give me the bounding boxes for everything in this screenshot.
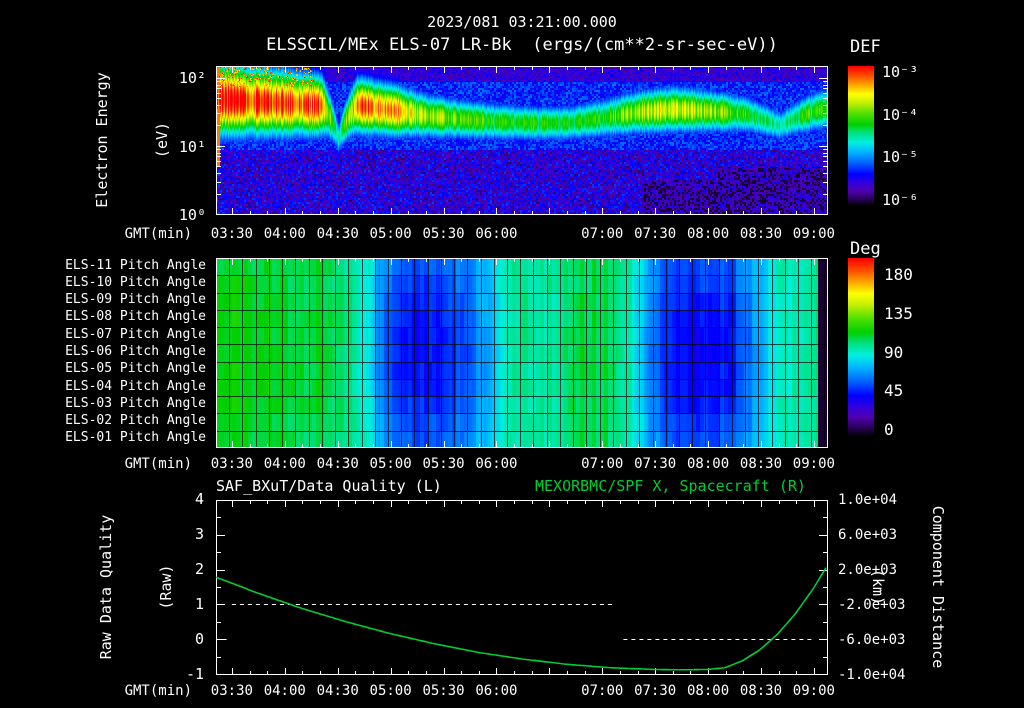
- distance-y-tick-label: 1.0e+04: [838, 492, 898, 508]
- pitch-row-label: ELS-08 Pitch Angle: [65, 309, 206, 325]
- x-tick-label: 05:30: [422, 683, 465, 699]
- distance-y-tick-label: -6.0e+03: [838, 632, 906, 648]
- right-series-title: MEXORBMC/SPF X, Spacecraft (R): [535, 477, 806, 495]
- x-tick-label: 08:00: [686, 683, 730, 699]
- spectrogram-y-tick-label: 10²: [178, 69, 206, 87]
- def-colorbar-tick-label: 10⁻³: [882, 63, 919, 81]
- x-tick-label: 06:00: [475, 683, 518, 699]
- plot-subtitle: ELSSCIL/MEx ELS-07 LR-Bk (ergs/(cm**2-sr…: [266, 35, 778, 55]
- quality-y-tick-label: 1: [194, 595, 204, 613]
- x-tick-label: 04:00: [263, 456, 306, 472]
- deg-colorbar-tick-label: 135: [884, 303, 913, 323]
- distance-y-tick-label: 2.0e+03: [838, 562, 898, 578]
- axis-title-line: (km): [869, 568, 887, 606]
- x-tick-label: 05:00: [369, 683, 412, 699]
- x-tick-label: 03:30: [210, 226, 253, 242]
- x-tick-label: 09:00: [792, 226, 835, 242]
- pitch-row-label: ELS-10 Pitch Angle: [65, 274, 206, 290]
- deg-colorbar: [848, 258, 874, 435]
- x-tick-label: 06:00: [475, 456, 518, 472]
- distance-y-tick-label: 6.0e+03: [838, 527, 898, 543]
- pitch-row-label: ELS-01 Pitch Angle: [65, 430, 206, 446]
- axis-title-line: Raw Data Quality: [97, 514, 115, 660]
- spectrogram-y-tick-label: 10¹: [178, 137, 206, 156]
- x-tick-label: 07:30: [634, 456, 677, 472]
- deg-colorbar-title: Deg: [850, 239, 881, 259]
- x-tick-label: 08:00: [686, 226, 730, 242]
- x-tick-label: 05:30: [422, 226, 465, 242]
- def-colorbar: [848, 66, 874, 205]
- quality-y-tick-label: 0: [194, 630, 204, 648]
- quality-y-tick-label: -1: [185, 665, 204, 683]
- pitch-row-label: ELS-07 Pitch Angle: [65, 326, 206, 342]
- def-colorbar-title: DEF: [850, 37, 881, 57]
- x-tick-label: 07:30: [634, 683, 677, 699]
- x-tick-label: 07:30: [634, 226, 677, 242]
- def-colorbar-tick-label: 10⁻⁵: [882, 148, 919, 166]
- axis-title-line: Component Distance: [929, 505, 947, 669]
- pitch-row-label: ELS-02 Pitch Angle: [65, 413, 206, 429]
- x-tick-label: 05:00: [369, 456, 412, 472]
- pitch-row-label: ELS-04 Pitch Angle: [65, 378, 206, 394]
- deg-colorbar-tick-label: 45: [884, 381, 904, 401]
- x-tick-label: 08:30: [739, 226, 783, 242]
- x-tick-label: 05:30: [422, 456, 465, 472]
- x-tick-label: 07:00: [581, 456, 624, 472]
- spectrogram-y-axis-title: Electron Energy (eV): [52, 40, 171, 240]
- pitch-row-label: ELS-03 Pitch Angle: [65, 395, 206, 411]
- gmt-axis-label: GMT(min): [124, 683, 192, 699]
- distance-y-tick-label: -1.0e+04: [838, 667, 906, 683]
- quality-y-tick-label: 4: [194, 490, 204, 508]
- x-tick-label: 08:30: [739, 456, 783, 472]
- x-tick-label: 08:30: [739, 683, 783, 699]
- x-tick-label: 03:30: [210, 456, 253, 472]
- pitch-row-label: ELS-09 Pitch Angle: [65, 292, 206, 308]
- quality-y-tick-label: 2: [194, 560, 204, 578]
- x-tick-label: 05:00: [369, 226, 412, 242]
- x-tick-label: 07:00: [581, 226, 624, 242]
- page-title: 2023/081 03:21:00.000: [427, 13, 617, 31]
- def-colorbar-tick-label: 10⁻⁶: [882, 190, 919, 209]
- x-tick-label: 06:00: [475, 226, 518, 242]
- axis-title-line: Electron Energy: [93, 72, 111, 208]
- x-tick-label: 04:30: [316, 456, 359, 472]
- distance-y-tick-label: -2.0e+03: [838, 597, 906, 613]
- x-tick-label: 09:00: [792, 683, 835, 699]
- pitch-angle-canvas: [216, 258, 828, 448]
- electron-spectrogram-canvas: [216, 66, 828, 215]
- gmt-axis-label: GMT(min): [124, 456, 192, 472]
- x-tick-label: 07:00: [581, 683, 624, 699]
- x-tick-label: 09:00: [792, 456, 835, 472]
- x-tick-label: 08:00: [686, 456, 730, 472]
- spectrogram-y-tick-label: 10⁰: [178, 206, 206, 224]
- pitch-row-label: ELS-06 Pitch Angle: [65, 344, 206, 359]
- distance-y-axis-title: Component Distance (km): [869, 487, 988, 687]
- quality-y-axis-title: Raw Data Quality (Raw): [56, 487, 175, 687]
- x-tick-label: 04:30: [316, 683, 359, 699]
- quality-distance-canvas: [216, 500, 828, 675]
- left-series-title: SAF_BXuT/Data Quality (L): [216, 477, 442, 495]
- axis-title-line: (Raw): [157, 564, 175, 610]
- x-tick-label: 04:00: [263, 226, 306, 242]
- deg-colorbar-tick-label: 0: [884, 420, 894, 439]
- pitch-row-label: ELS-11 Pitch Angle: [65, 257, 206, 273]
- x-tick-label: 03:30: [210, 683, 253, 699]
- quality-y-tick-label: 3: [194, 525, 204, 543]
- def-colorbar-tick-label: 10⁻⁴: [882, 105, 919, 124]
- gmt-axis-label: GMT(min): [124, 226, 192, 242]
- deg-colorbar-tick-label: 180: [884, 265, 913, 284]
- deg-colorbar-tick-label: 90: [884, 342, 904, 362]
- x-tick-label: 04:30: [316, 226, 359, 242]
- x-tick-label: 04:00: [263, 683, 306, 699]
- pitch-row-label: ELS-05 Pitch Angle: [65, 361, 206, 377]
